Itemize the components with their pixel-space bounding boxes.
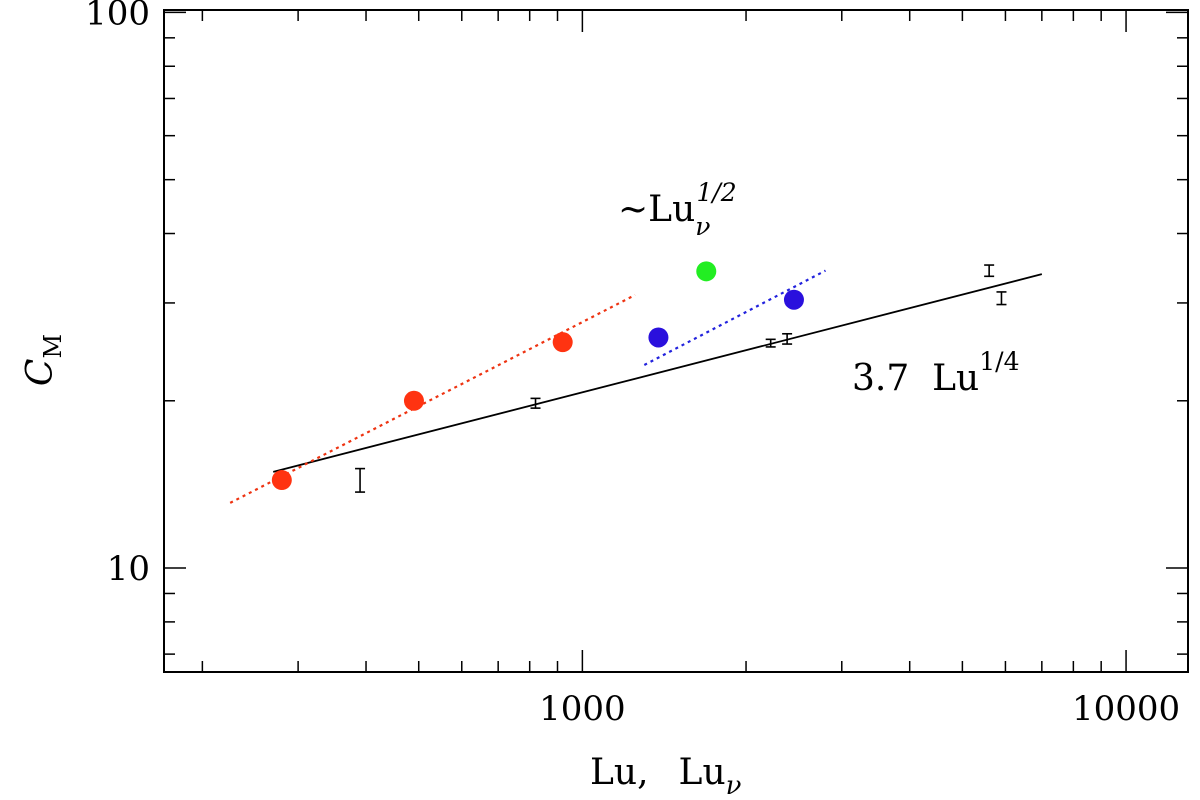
fit-line-1 [229,294,636,504]
x-tick-label: 10000 [1072,689,1180,729]
data-point [552,332,573,353]
error-bars [355,264,1007,493]
data-point [271,470,292,491]
plot-frame [163,9,1189,673]
fit-lines [229,269,1043,504]
error-bar [782,332,793,345]
data-point [696,261,717,282]
x-tick-label: 1000 [539,689,626,729]
annotation-quarter: 3.7 Lu1/4 [852,347,1019,399]
data-point [783,289,804,310]
fit-line-0 [273,273,1043,473]
data-markers [271,261,804,491]
plot-border [163,9,1189,673]
error-bar [765,338,776,348]
data-point [648,327,669,348]
axis-ticks [164,10,1188,672]
y-axis-label: CM [20,334,67,386]
data-point [403,390,424,411]
x-axis-label: Lu, Luν [590,752,742,800]
tick-labels: 1000 10000 10 100 [85,0,1180,729]
error-bar [996,291,1007,306]
fit-line-2 [643,269,826,366]
annotation-sqrt: ~Luν1/2 [618,178,737,241]
error-bar [530,397,541,409]
error-bar [355,467,366,493]
y-tick-label: 100 [85,0,150,33]
y-tick-label: 10 [107,549,150,589]
error-bar [984,264,995,278]
